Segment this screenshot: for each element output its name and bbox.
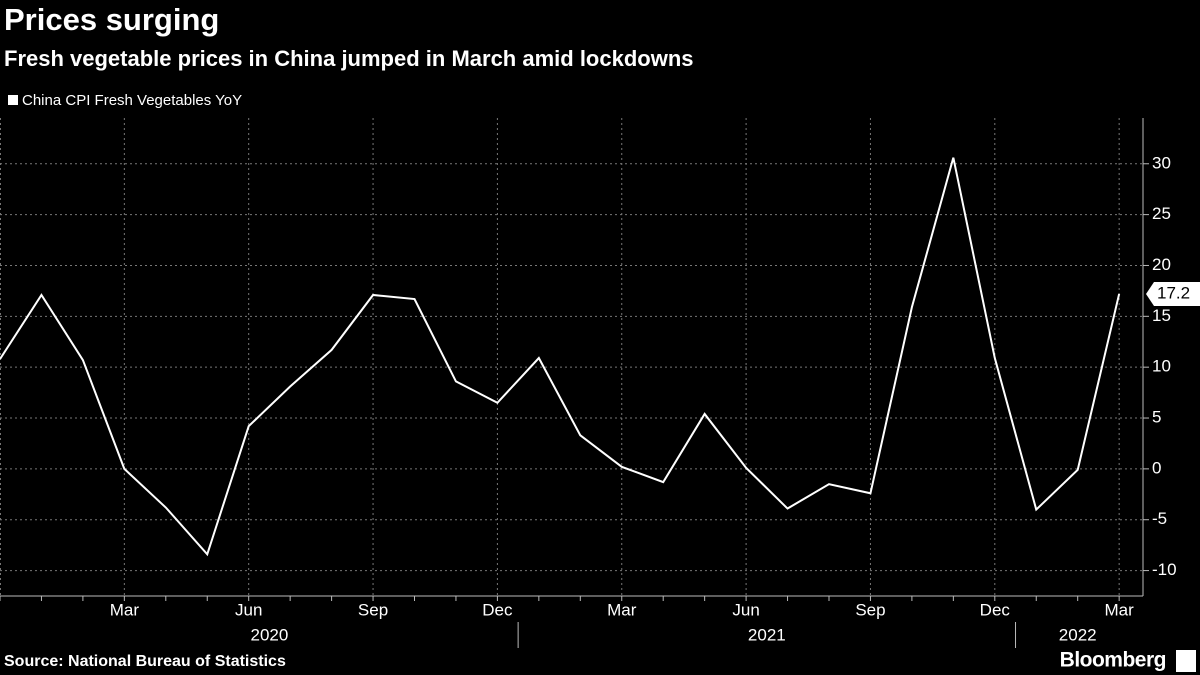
y-tick-label: 5 bbox=[1152, 408, 1161, 427]
last-value-box bbox=[1146, 281, 1200, 306]
last-value-label: 17.2 bbox=[1157, 283, 1190, 302]
chart-subtitle: Fresh vegetable prices in China jumped i… bbox=[4, 46, 694, 71]
x-tick-label: Mar bbox=[110, 600, 140, 619]
y-tick-label: 0 bbox=[1152, 458, 1161, 477]
y-tick-label: 25 bbox=[1152, 204, 1171, 223]
brand-icon bbox=[1176, 650, 1196, 672]
y-tick-label: -5 bbox=[1152, 509, 1167, 528]
year-label: 2022 bbox=[1059, 625, 1097, 644]
year-label: 2020 bbox=[251, 625, 289, 644]
year-label: 2021 bbox=[748, 625, 786, 644]
x-tick-label: Jun bbox=[732, 600, 759, 619]
x-tick-label: Jun bbox=[235, 600, 262, 619]
x-tick-label: Dec bbox=[980, 600, 1011, 619]
series-line bbox=[0, 157, 1121, 557]
x-tick-label: Sep bbox=[855, 600, 885, 619]
y-tick-label: -10 bbox=[1152, 560, 1177, 579]
legend-swatch bbox=[8, 95, 18, 105]
x-tick-label: Mar bbox=[1105, 600, 1135, 619]
legend-label: China CPI Fresh Vegetables YoY bbox=[22, 92, 242, 109]
y-tick-label: 10 bbox=[1152, 357, 1171, 376]
source: Source: National Bureau of Statistics bbox=[4, 653, 286, 670]
y-tick-label: 30 bbox=[1152, 153, 1171, 172]
x-tick-label: Mar bbox=[607, 600, 637, 619]
y-tick-label: 15 bbox=[1152, 306, 1171, 325]
x-tick-label: Sep bbox=[358, 600, 388, 619]
y-tick-label: 20 bbox=[1152, 255, 1171, 274]
chart-title: Prices surging bbox=[4, 2, 219, 37]
x-tick-label: Dec bbox=[482, 600, 513, 619]
brand: Bloomberg bbox=[1060, 649, 1166, 672]
